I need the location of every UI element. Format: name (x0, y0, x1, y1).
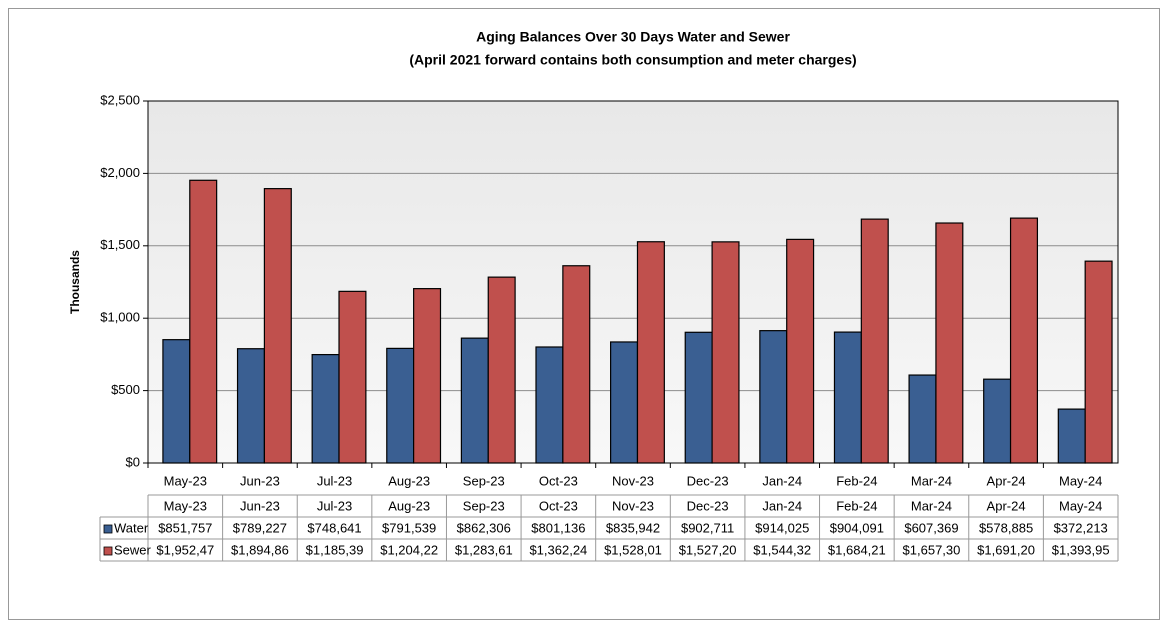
table-header: Oct-23 (539, 498, 578, 513)
bar (1084, 260, 1113, 464)
table-header: Jan-24 (762, 498, 802, 513)
y-tick-label: $0 (126, 454, 140, 469)
x-tick-label: Dec-23 (687, 473, 729, 488)
x-tick-label: Jun-23 (240, 473, 280, 488)
table-value: $1,894,86 (231, 542, 289, 557)
x-tick-label: Aug-23 (388, 473, 430, 488)
y-tick-label: $2,000 (100, 165, 140, 180)
table-header: May-24 (1059, 498, 1102, 513)
bar (386, 347, 415, 464)
x-tick-label: May-24 (1059, 473, 1102, 488)
table-value: $372,213 (1054, 520, 1108, 535)
bar (236, 348, 266, 464)
table-header: Dec-23 (687, 498, 729, 513)
table-value: $801,136 (531, 520, 585, 535)
bar (1009, 217, 1039, 464)
legend-swatch (103, 524, 113, 534)
bar (487, 276, 516, 464)
x-tick-label: Apr-24 (987, 473, 1026, 488)
x-tick-label: Oct-23 (539, 473, 578, 488)
bar (189, 179, 218, 464)
table-value: $1,657,30 (903, 542, 961, 557)
table-value: $904,091 (830, 520, 884, 535)
table-value: $791,539 (382, 520, 436, 535)
bar (786, 238, 815, 464)
bar (162, 339, 191, 464)
table-value: $862,306 (457, 520, 511, 535)
bar (460, 337, 489, 464)
table-value: $1,952,47 (156, 542, 214, 557)
x-tick-label: Jul-23 (317, 473, 352, 488)
table-header: Jul-23 (317, 498, 352, 513)
table-value: $1,527,20 (679, 542, 737, 557)
bar (908, 374, 937, 464)
x-tick-label: Mar-24 (911, 473, 952, 488)
table-value: $1,362,24 (529, 542, 587, 557)
table-header: Apr-24 (987, 498, 1026, 513)
legend-label: Water (114, 520, 149, 535)
table-header: Mar-24 (911, 498, 952, 513)
table-value: $1,393,95 (1052, 542, 1110, 557)
table-header: Feb-24 (836, 498, 877, 513)
chart-title: Aging Balances Over 30 Days Water and Se… (476, 29, 790, 45)
bar (610, 341, 639, 464)
table-value: $1,684,21 (828, 542, 886, 557)
bar (338, 290, 367, 464)
table-value: $914,025 (755, 520, 809, 535)
bar (759, 330, 788, 464)
x-tick-label: May-23 (164, 473, 207, 488)
table-header: Sep-23 (463, 498, 505, 513)
bar (711, 241, 740, 464)
table-value: $1,185,39 (306, 542, 364, 557)
table-value: $1,691,20 (977, 542, 1035, 557)
y-tick-label: $1,000 (100, 310, 140, 325)
table-header: Aug-23 (388, 498, 430, 513)
x-tick-label: Feb-24 (836, 473, 877, 488)
table-value: $578,885 (979, 520, 1033, 535)
table-value: $1,544,32 (753, 542, 811, 557)
x-tick-label: Sep-23 (463, 473, 505, 488)
bar (311, 353, 340, 464)
table-value: $748,641 (307, 520, 361, 535)
table-value: $835,942 (606, 520, 660, 535)
x-tick-label: Jan-24 (762, 473, 802, 488)
table-value: $902,711 (681, 520, 734, 535)
bar (684, 331, 713, 464)
bar (263, 188, 292, 464)
bar (636, 241, 665, 464)
table-header: Nov-23 (612, 498, 654, 513)
y-tick-label: $2,500 (100, 92, 140, 107)
bar (860, 218, 889, 464)
chart-subtitle: (April 2021 forward contains both consum… (409, 52, 856, 68)
table-value: $607,369 (904, 520, 958, 535)
table-header: May-23 (164, 498, 207, 513)
table-header: Jun-23 (240, 498, 280, 513)
table-value: $1,528,01 (604, 542, 662, 557)
table-value: $1,283,61 (455, 542, 513, 557)
bar (1057, 408, 1086, 464)
table-value: $789,227 (233, 520, 287, 535)
bar (833, 331, 862, 464)
y-tick-label: $1,500 (100, 237, 140, 252)
bar (935, 222, 964, 464)
legend-swatch (103, 546, 113, 556)
bar (562, 265, 591, 464)
bar (983, 378, 1012, 464)
table-value: $1,204,22 (380, 542, 438, 557)
y-tick-label: $500 (111, 382, 140, 397)
bar (413, 288, 442, 464)
x-tick-label: Nov-23 (612, 473, 654, 488)
legend-label: Sewer (114, 542, 152, 557)
y-axis-title: Thousands (68, 250, 82, 314)
bar (535, 346, 564, 464)
table-value: $851,757 (158, 520, 212, 535)
